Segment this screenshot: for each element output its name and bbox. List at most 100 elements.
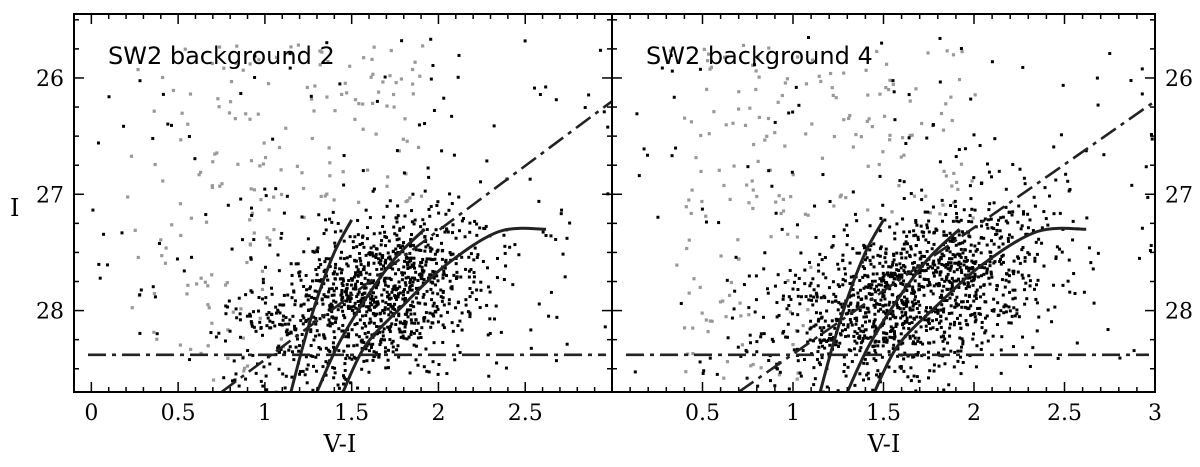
- data-point-bright: [389, 48, 393, 53]
- data-point: [351, 240, 355, 244]
- data-point: [979, 347, 983, 351]
- data-point: [486, 333, 490, 337]
- data-point: [922, 230, 926, 234]
- data-point: [391, 350, 395, 354]
- data-point: [385, 204, 389, 208]
- data-point: [884, 303, 888, 307]
- data-point: [311, 388, 315, 392]
- data-point: [1007, 280, 1011, 284]
- data-point: [475, 288, 479, 292]
- data-point: [839, 302, 843, 306]
- data-point: [406, 263, 410, 267]
- data-point: [882, 339, 886, 343]
- data-point: [1007, 321, 1011, 325]
- data-point-bright: [704, 214, 708, 218]
- data-point: [921, 269, 925, 273]
- data-point-bright: [737, 90, 741, 94]
- data-point: [949, 287, 953, 291]
- data-point-bright: [754, 69, 758, 73]
- data-point: [860, 297, 864, 301]
- data-point: [989, 270, 993, 274]
- data-point-bright: [370, 57, 374, 62]
- data-point: [1013, 314, 1017, 318]
- data-point: [985, 314, 989, 318]
- data-point: [961, 339, 965, 343]
- data-point-bright: [248, 243, 253, 247]
- data-point: [359, 298, 363, 302]
- data-point: [796, 359, 800, 363]
- data-point: [367, 252, 371, 256]
- data-point: [407, 335, 411, 339]
- data-point: [902, 197, 906, 201]
- isochrone-2: [845, 228, 961, 392]
- data-point-bright: [249, 187, 253, 191]
- data-point: [209, 331, 213, 335]
- data-point: [911, 334, 915, 338]
- data-point-bright: [286, 51, 290, 55]
- data-point-bright: [241, 68, 245, 72]
- data-point-bright: [748, 106, 752, 110]
- data-point: [930, 247, 934, 251]
- data-point: [885, 338, 889, 342]
- data-point: [1001, 293, 1005, 297]
- data-point: [326, 323, 330, 327]
- data-point: [1011, 288, 1015, 292]
- data-point: [281, 318, 285, 322]
- data-point: [928, 341, 932, 345]
- data-point: [409, 278, 413, 282]
- data-point: [330, 293, 334, 297]
- data-point: [1001, 260, 1005, 264]
- data-point: [908, 253, 912, 257]
- data-point: [456, 75, 460, 79]
- data-point: [916, 238, 920, 242]
- data-point: [836, 308, 840, 312]
- data-point: [423, 235, 427, 239]
- data-point-bright: [318, 63, 322, 67]
- data-point: [816, 263, 820, 267]
- data-point: [339, 229, 343, 233]
- data-point: [301, 314, 305, 318]
- data-point: [887, 350, 891, 354]
- data-point: [348, 254, 352, 258]
- data-point: [841, 277, 845, 281]
- isochrone-3: [873, 226, 1087, 392]
- data-point: [879, 245, 883, 249]
- data-point: [864, 320, 868, 324]
- data-point: [261, 384, 265, 388]
- data-point-bright: [199, 170, 203, 174]
- data-point-bright: [828, 71, 833, 76]
- data-point: [902, 230, 906, 234]
- data-point: [312, 364, 316, 368]
- data-point: [923, 318, 927, 322]
- data-point: [944, 233, 948, 237]
- data-point: [936, 266, 940, 270]
- data-point: [292, 358, 296, 362]
- data-point: [864, 285, 868, 289]
- data-point: [868, 224, 872, 228]
- data-point: [399, 246, 403, 250]
- data-point: [294, 262, 298, 266]
- data-point: [951, 253, 955, 257]
- data-point: [383, 280, 387, 284]
- data-point: [277, 269, 281, 273]
- data-point: [354, 259, 358, 263]
- data-point: [940, 308, 944, 312]
- data-point: [302, 316, 306, 320]
- data-point: [435, 203, 439, 207]
- data-point: [869, 286, 873, 290]
- data-point: [1027, 274, 1031, 278]
- data-point: [418, 332, 422, 336]
- data-point-bright: [803, 212, 808, 216]
- data-point: [1025, 297, 1029, 301]
- data-point: [151, 136, 155, 140]
- data-point: [1035, 283, 1039, 287]
- data-point: [787, 111, 791, 115]
- data-point: [331, 341, 335, 345]
- data-point: [478, 226, 482, 230]
- data-point: [528, 177, 532, 181]
- data-point: [909, 366, 913, 370]
- data-point: [409, 318, 413, 322]
- data-point: [965, 306, 969, 310]
- data-point: [931, 205, 935, 209]
- data-point-bright: [795, 377, 799, 381]
